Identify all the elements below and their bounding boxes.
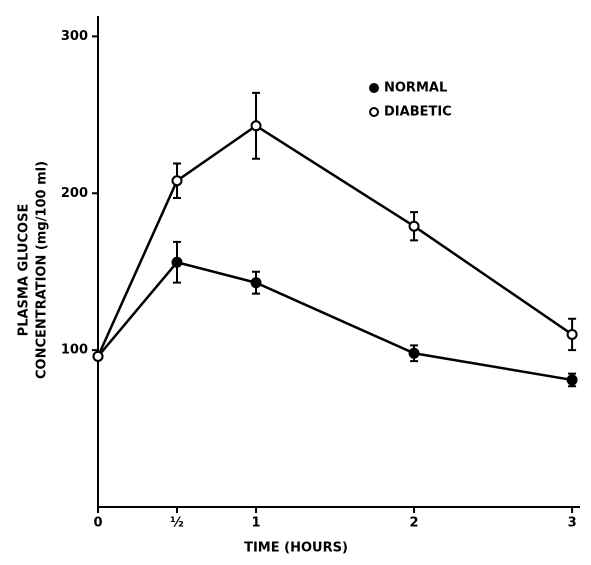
data-point	[566, 374, 578, 386]
legend-marker	[369, 107, 379, 117]
y-axis-label: CONCENTRATION (mg/100 ml)	[35, 161, 50, 379]
y-tick-label: 200	[61, 186, 88, 201]
x-tick-label: ½	[170, 516, 183, 531]
y-axis-label: PLASMA GLUCOSE	[17, 204, 32, 337]
series-line	[96, 124, 573, 357]
x-tick-label: 0	[93, 516, 102, 531]
data-point	[171, 175, 183, 187]
x-tick-label: 1	[252, 516, 261, 531]
x-axis-label: TIME (HOURS)	[244, 541, 348, 556]
x-tick-label: 2	[410, 516, 419, 531]
data-point	[171, 256, 183, 268]
y-tick-label: 100	[61, 343, 88, 358]
data-point	[566, 328, 578, 340]
data-point	[408, 347, 420, 359]
data-point	[250, 277, 262, 289]
data-point	[250, 120, 262, 132]
legend-label: DIABETIC	[384, 105, 452, 120]
data-point	[408, 220, 420, 232]
x-tick-label: 3	[568, 516, 577, 531]
legend-marker	[369, 83, 379, 93]
legend-label: NORMAL	[384, 81, 447, 96]
y-tick-label: 300	[61, 29, 88, 44]
data-point	[92, 350, 104, 362]
series-line	[97, 260, 573, 382]
